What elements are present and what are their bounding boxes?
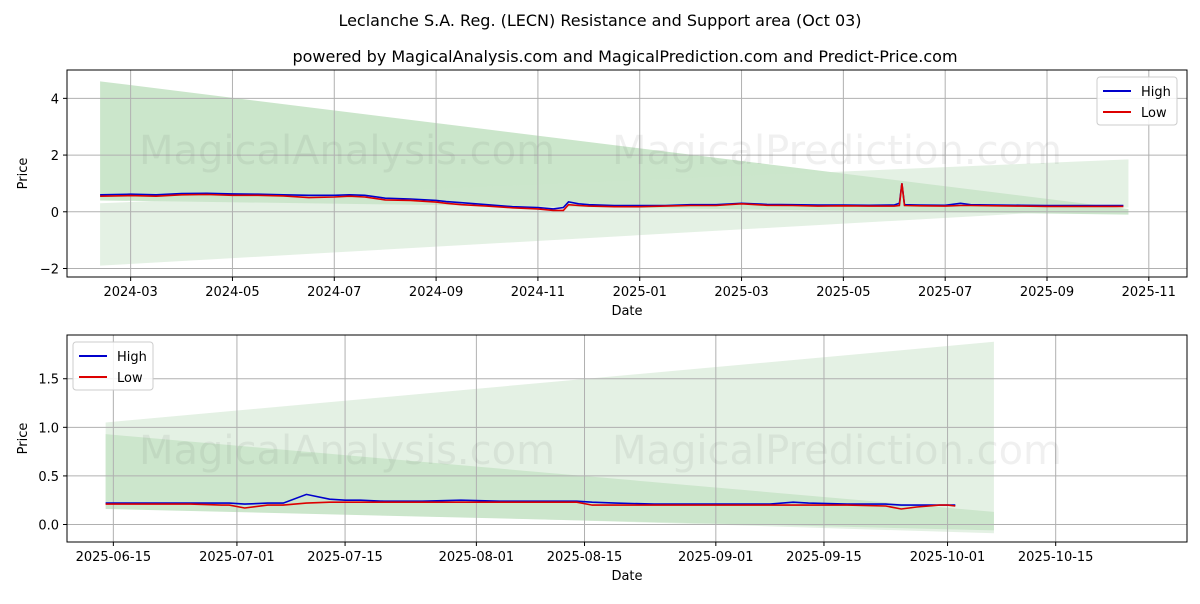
y-tick-label: 2	[51, 149, 59, 164]
x-tick-label: 2025-06-15	[76, 550, 152, 565]
x-tick-label: 2025-10-01	[910, 550, 986, 565]
x-tick-label: 2025-01	[613, 285, 667, 300]
legend-label-low: Low	[1141, 106, 1167, 121]
x-tick-label: 2025-10-15	[1018, 550, 1094, 565]
x-tick-label: 2025-09-01	[678, 550, 754, 565]
plot-frame	[66, 334, 1188, 543]
x-tick-label: 2024-11	[511, 285, 565, 300]
plot-area-zoom: MagicalAnalysis.com MagicalPrediction.com	[67, 335, 1187, 542]
watermark-text: MagicalPrediction.com	[612, 128, 1062, 174]
x-axis-label: Date	[611, 569, 642, 584]
y-tick-label: 0	[51, 206, 59, 221]
x-tick-label: 2025-07	[918, 285, 972, 300]
x-tick-label: 2025-09	[1020, 285, 1074, 300]
x-tick-label: 2025-03	[714, 285, 768, 300]
x-tick-label: 2024-07	[307, 285, 361, 300]
series-line-low	[100, 183, 1124, 212]
y-tick-label: 0.0	[38, 519, 59, 534]
x-tick-label: 2025-07-15	[307, 550, 383, 565]
series-line-low	[105, 501, 956, 510]
x-tick-label: 2025-09-15	[786, 550, 862, 565]
y-axis-label: Price	[16, 158, 31, 190]
plot-frame	[66, 69, 1188, 278]
x-tick-label: 2024-05	[205, 285, 259, 300]
x-tick-label: 2025-08-15	[547, 550, 623, 565]
legend-label-low: Low	[117, 371, 143, 386]
x-tick-label: 2024-09	[409, 285, 463, 300]
chart-subtitle: powered by MagicalAnalysis.com and Magic…	[292, 47, 957, 66]
watermark-text: MagicalPrediction.com	[612, 428, 1062, 474]
legend-label-high: High	[1141, 85, 1171, 100]
x-tick-label: 2025-05	[816, 285, 870, 300]
x-axis-label: Date	[611, 304, 642, 319]
y-axis-label: Price	[16, 423, 31, 455]
y-tick-label: −2	[40, 262, 59, 277]
x-tick-label: 2025-08-01	[439, 550, 515, 565]
support-band	[105, 341, 994, 534]
support-band	[100, 159, 1129, 266]
y-tick-label: 1.0	[38, 421, 59, 436]
x-tick-label: 2025-11	[1122, 285, 1176, 300]
y-tick-label: 4	[51, 92, 59, 107]
series-line-high	[105, 493, 956, 506]
watermark-text: MagicalAnalysis.com	[139, 428, 555, 474]
plot-area-full-range: MagicalAnalysis.com MagicalPrediction.com	[67, 70, 1187, 277]
x-tick-label: 2024-03	[103, 285, 157, 300]
y-tick-label: 1.5	[38, 373, 59, 388]
watermark-text: MagicalAnalysis.com	[139, 128, 555, 174]
chart-title: Leclanche S.A. Reg. (LECN) Resistance an…	[338, 11, 861, 30]
legend: High Low	[1096, 76, 1178, 126]
x-tick-label: 2025-07-01	[199, 550, 275, 565]
legend: High Low	[72, 341, 154, 391]
y-tick-label: 0.5	[38, 470, 59, 485]
legend-label-high: High	[117, 350, 147, 365]
